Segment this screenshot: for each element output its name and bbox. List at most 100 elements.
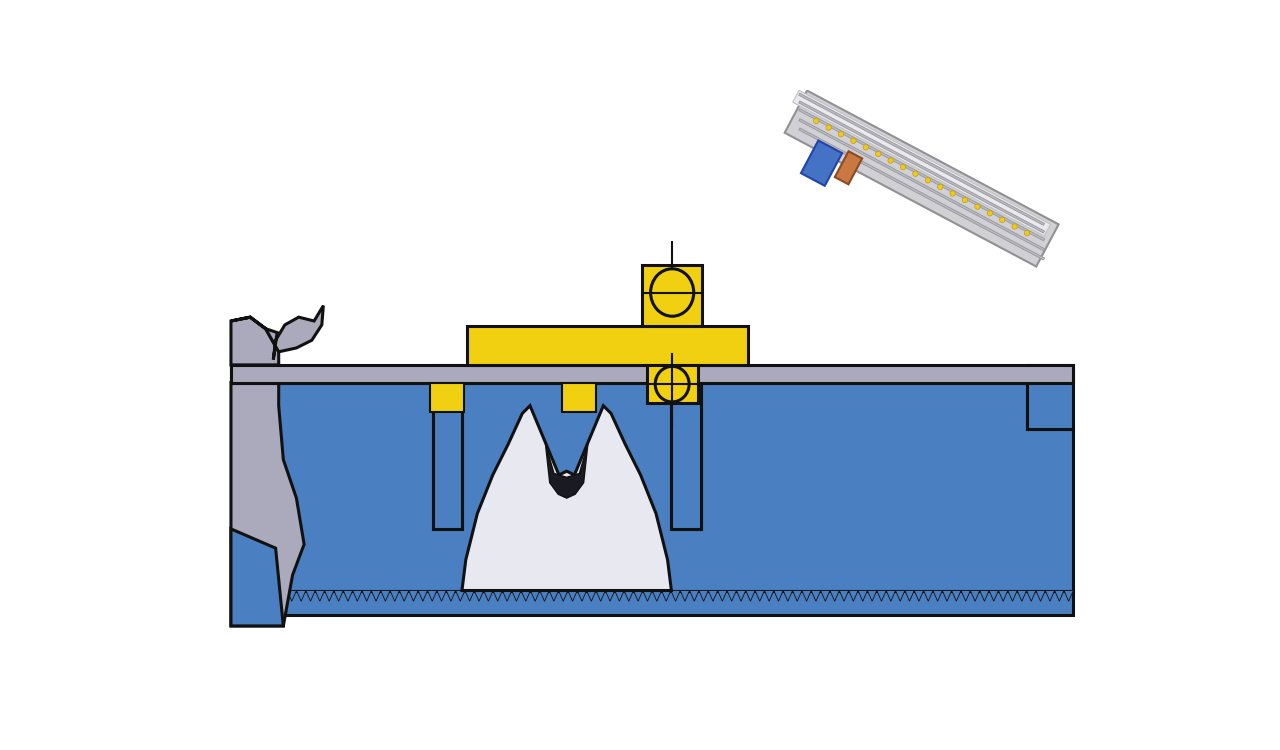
Polygon shape [436, 590, 447, 602]
Polygon shape [801, 140, 842, 186]
Polygon shape [467, 326, 749, 365]
Circle shape [963, 197, 968, 202]
Polygon shape [558, 590, 568, 602]
Circle shape [1012, 224, 1018, 230]
Polygon shape [643, 265, 703, 326]
Polygon shape [970, 590, 979, 602]
Polygon shape [408, 590, 419, 602]
Circle shape [888, 158, 893, 164]
Polygon shape [998, 590, 1007, 602]
Polygon shape [799, 93, 1044, 226]
Polygon shape [835, 152, 863, 184]
Polygon shape [914, 590, 924, 602]
Polygon shape [820, 590, 829, 602]
Polygon shape [540, 590, 549, 602]
Polygon shape [325, 590, 334, 602]
Polygon shape [390, 590, 399, 602]
Circle shape [814, 118, 819, 124]
Ellipse shape [650, 268, 694, 316]
Polygon shape [512, 590, 521, 602]
Polygon shape [951, 590, 961, 602]
Polygon shape [961, 590, 970, 602]
Polygon shape [924, 590, 933, 602]
Polygon shape [334, 590, 343, 602]
Polygon shape [699, 590, 708, 602]
Polygon shape [241, 590, 250, 602]
Polygon shape [905, 590, 914, 602]
Polygon shape [433, 365, 462, 529]
Polygon shape [1036, 590, 1046, 602]
Polygon shape [343, 590, 352, 602]
Polygon shape [250, 590, 259, 602]
Polygon shape [419, 590, 428, 602]
Polygon shape [718, 590, 727, 602]
Polygon shape [799, 118, 1044, 250]
Polygon shape [625, 590, 634, 602]
Polygon shape [586, 590, 596, 602]
Polygon shape [801, 590, 812, 602]
Polygon shape [230, 382, 305, 626]
Polygon shape [230, 590, 241, 602]
Polygon shape [380, 590, 390, 602]
Polygon shape [605, 590, 614, 602]
Polygon shape [896, 590, 905, 602]
Polygon shape [447, 590, 456, 602]
Circle shape [937, 184, 943, 190]
Polygon shape [315, 590, 325, 602]
Polygon shape [764, 590, 774, 602]
Polygon shape [792, 90, 1051, 236]
Polygon shape [456, 590, 465, 602]
Polygon shape [727, 590, 736, 602]
Circle shape [838, 131, 844, 136]
Polygon shape [1027, 590, 1036, 602]
Polygon shape [230, 382, 1074, 590]
Circle shape [925, 178, 931, 183]
Polygon shape [371, 590, 380, 602]
Polygon shape [521, 590, 530, 602]
Polygon shape [708, 590, 718, 602]
Polygon shape [646, 365, 698, 404]
Polygon shape [545, 444, 588, 498]
Circle shape [1024, 230, 1029, 236]
Polygon shape [530, 590, 540, 602]
Polygon shape [942, 590, 951, 602]
Polygon shape [230, 317, 279, 365]
Polygon shape [352, 590, 362, 602]
Polygon shape [1018, 590, 1027, 602]
Polygon shape [799, 109, 1044, 241]
Circle shape [950, 190, 955, 196]
Polygon shape [877, 590, 886, 602]
Circle shape [987, 211, 992, 216]
Circle shape [913, 171, 918, 176]
Circle shape [1000, 217, 1005, 223]
Polygon shape [662, 590, 671, 602]
Polygon shape [502, 590, 512, 602]
Polygon shape [399, 590, 408, 602]
Polygon shape [230, 305, 324, 359]
Polygon shape [840, 590, 849, 602]
Polygon shape [783, 590, 792, 602]
Polygon shape [484, 590, 493, 602]
Polygon shape [1027, 365, 1074, 429]
Polygon shape [278, 590, 287, 602]
Polygon shape [634, 590, 643, 602]
Polygon shape [462, 406, 672, 590]
Polygon shape [755, 590, 764, 602]
Polygon shape [297, 590, 306, 602]
Circle shape [900, 164, 906, 170]
Circle shape [863, 145, 869, 150]
Polygon shape [652, 590, 662, 602]
Polygon shape [829, 590, 840, 602]
Polygon shape [886, 590, 896, 602]
Polygon shape [746, 590, 755, 602]
Polygon shape [306, 590, 315, 602]
Polygon shape [799, 128, 1044, 260]
Polygon shape [785, 91, 1059, 266]
Polygon shape [1046, 590, 1055, 602]
Polygon shape [614, 590, 625, 602]
Polygon shape [230, 365, 279, 382]
Circle shape [851, 138, 856, 143]
Polygon shape [230, 365, 278, 429]
Polygon shape [799, 101, 1044, 233]
Polygon shape [230, 365, 1074, 382]
